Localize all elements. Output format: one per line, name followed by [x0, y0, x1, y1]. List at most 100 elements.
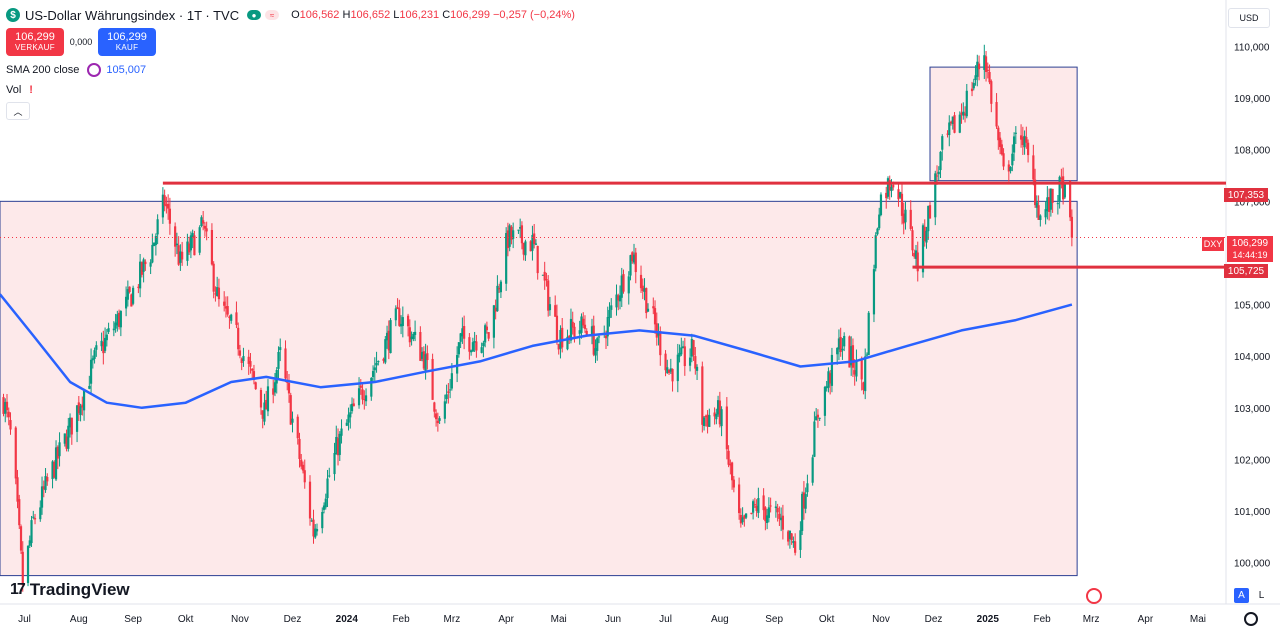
candle-body [590, 326, 594, 335]
candle-body [702, 417, 706, 426]
candle-body [435, 413, 438, 420]
candle-body [738, 484, 741, 514]
candle-body [112, 328, 115, 331]
event-marker-icon[interactable] [1086, 588, 1102, 604]
candle-body [352, 403, 355, 407]
candle-body [21, 551, 24, 586]
candle-body [902, 213, 905, 224]
candle-body [729, 463, 732, 466]
candle-body [484, 325, 487, 343]
candle-body [594, 348, 597, 356]
gear-icon[interactable] [1244, 612, 1258, 626]
candle-body [301, 464, 305, 471]
candles-group [2, 44, 1073, 592]
candle-body [580, 316, 583, 333]
candle-body [46, 476, 49, 482]
warning-icon[interactable]: ! [29, 84, 33, 96]
log-scale-button[interactable]: L [1258, 590, 1265, 601]
candle-body [951, 116, 954, 125]
candle-body [547, 280, 550, 311]
candle-body [505, 233, 508, 284]
candle-body [457, 342, 460, 355]
candle-body [774, 506, 777, 509]
x-tick-label: Mai [1190, 614, 1206, 625]
candle-body [303, 470, 306, 483]
volume-indicator-row[interactable]: Vol ! [6, 80, 575, 100]
candle-body [818, 417, 821, 419]
legend-title-row: $ US-Dollar Währungsindex · 1T · TVC ● ≈… [6, 6, 575, 24]
auto-scale-button[interactable]: A [1234, 588, 1249, 603]
candle-body [622, 274, 625, 292]
sell-label: VERKAUF [15, 43, 55, 52]
candle-body [606, 317, 609, 337]
candle-body [597, 336, 601, 338]
candle-body [799, 530, 802, 550]
candle-body [997, 127, 1000, 141]
candle-body [424, 354, 427, 372]
chevron-up-icon: ︿ [13, 106, 23, 117]
candle-body [14, 427, 17, 479]
candle-body [781, 515, 784, 530]
candle-body [1012, 136, 1016, 153]
candle-body [524, 241, 527, 256]
candle-body [695, 366, 699, 371]
price-axis-panel [1226, 0, 1280, 630]
candle-body [272, 388, 275, 395]
x-tick-label: Aug [70, 614, 88, 625]
market-open-icon[interactable]: ● [247, 10, 262, 20]
x-tick-label: Dez [925, 614, 943, 625]
candle-body [58, 442, 61, 457]
candle-body [139, 261, 142, 289]
candle-body [156, 219, 159, 235]
candle-body [259, 390, 263, 408]
sell-button[interactable]: 106,299 VERKAUF [6, 28, 64, 56]
candle-body [582, 318, 585, 326]
candle-body [100, 340, 103, 347]
candle-body [762, 495, 765, 511]
candle-body [652, 306, 655, 309]
candle-body [610, 305, 613, 310]
collapse-legend-button[interactable]: ︿ [6, 102, 30, 120]
candle-body [855, 360, 858, 377]
candle-body [275, 369, 278, 384]
candle-body [811, 457, 814, 483]
change-value: −0,257 (−0,24%) [493, 9, 575, 21]
data-delay-icon[interactable]: ≈ [265, 10, 280, 20]
candle-body [1070, 216, 1073, 238]
candle-body [548, 304, 552, 311]
currency-selector[interactable]: USD [1228, 8, 1270, 28]
candle-body [583, 324, 587, 329]
candle-body [876, 228, 879, 235]
tradingview-logo[interactable]: 17 TradingView [10, 580, 130, 600]
candle-body [757, 498, 760, 513]
candle-body [923, 226, 926, 242]
sma-indicator-row[interactable]: SMA 200 close 105,007 [6, 60, 575, 80]
candle-body [522, 242, 525, 255]
candle-body [927, 205, 930, 232]
candle-body [739, 514, 742, 524]
candle-body [322, 505, 326, 510]
candle-body [632, 254, 636, 263]
candle-body [114, 322, 117, 329]
candle-body [1007, 164, 1010, 172]
candle-body [128, 286, 131, 293]
candle-body [5, 401, 9, 411]
x-tick-label: Nov [872, 614, 890, 625]
candle-body [1058, 176, 1061, 202]
candle-body [536, 245, 539, 274]
last-price-value: 106,299 [1231, 237, 1269, 249]
candle-body [88, 385, 91, 389]
candle-body [359, 385, 362, 388]
candle-body [202, 220, 205, 224]
buy-button[interactable]: 106,299 KAUF [98, 28, 156, 56]
candle-body [620, 275, 623, 298]
x-tick-label: Jul [18, 614, 31, 625]
loading-icon [87, 63, 102, 77]
candle-body [641, 285, 644, 292]
candle-body [664, 353, 667, 371]
candle-body [708, 415, 711, 427]
candle-body [506, 230, 510, 249]
candle-body [39, 507, 42, 520]
candle-body [151, 244, 154, 263]
